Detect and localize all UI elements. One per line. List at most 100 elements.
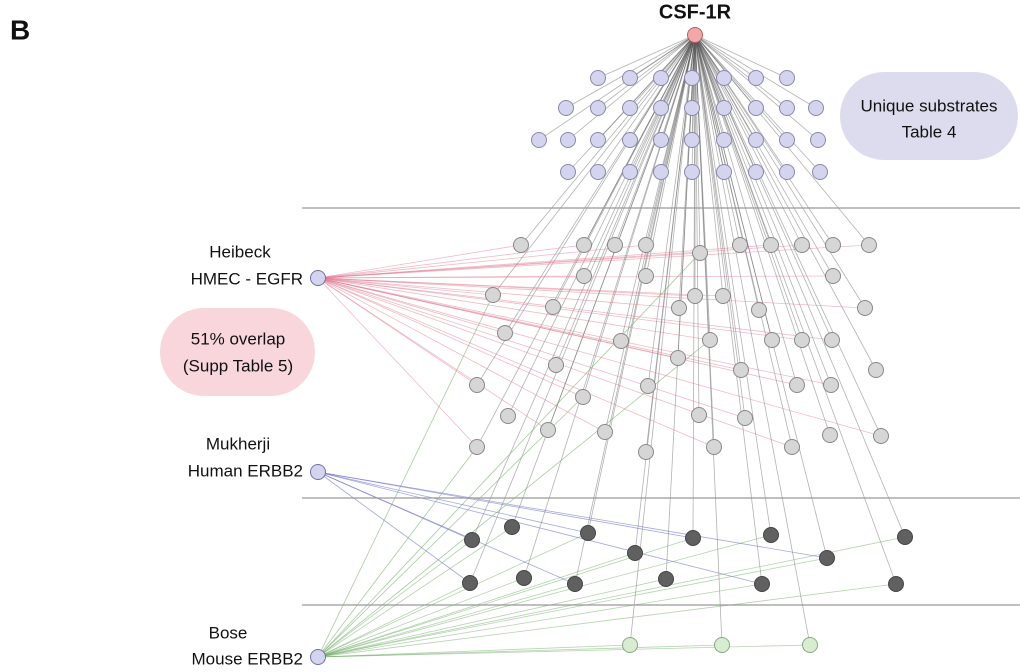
edge [660,34,696,79]
edge [694,34,803,341]
erbb2-node [464,532,480,548]
shared-node [825,237,841,253]
unique-node [684,132,700,148]
edge [317,277,746,419]
edge [694,34,725,109]
shared-node [763,237,779,253]
unique-node [748,164,764,180]
unique-node [779,70,795,86]
edge [694,34,831,436]
edge [317,277,715,448]
source-label: Heibeck [209,242,271,261]
shared-node [715,288,731,304]
unique-node [779,132,795,148]
source-node [310,464,326,480]
mouse-node [714,637,730,653]
edge [583,34,696,246]
shared-node [764,332,780,348]
unique-note: Unique substrates [860,96,997,115]
shared-node [670,350,686,366]
edge [645,34,696,246]
shared-node [823,377,839,393]
edge [317,526,513,658]
erbb2-node [516,570,532,586]
edge [317,277,478,448]
shared-node [597,424,613,440]
shared-node [825,268,841,284]
edge [574,34,696,585]
edge [317,471,589,534]
edge [317,277,866,309]
mouse-node [622,637,638,653]
edge [317,277,549,431]
edge [597,34,696,109]
edge [692,34,696,539]
unique-node [560,164,576,180]
edge [317,244,870,279]
edge [317,277,494,296]
unique-pill [840,72,1018,160]
unique-node [531,132,547,148]
unique-node [716,132,732,148]
edge [317,583,897,658]
source-label: HMEC - EGFR [191,269,303,288]
source-node [310,270,326,286]
overlap-note: 51% overlap [191,329,286,348]
unique-node [622,164,638,180]
panel-label: B [10,14,30,45]
erbb2-node [685,530,701,546]
erbb2-node [504,519,520,535]
edge [547,34,696,431]
shared-node [485,287,501,303]
shared-node [638,444,654,460]
edge [317,277,724,297]
overlap-note: (Supp Table 5) [183,356,293,375]
overlap-pill [160,308,315,396]
erbb2-node [567,576,583,592]
edge [317,244,585,279]
shared-node [638,237,654,253]
target-label: CSF-1R [659,1,732,23]
shared-node [822,427,838,443]
source-node [310,649,326,665]
shared-node [671,300,687,316]
edge [694,34,788,109]
edge [511,34,696,528]
shared-node [497,325,513,341]
edge [317,277,742,371]
shared-node [857,300,873,316]
shared-node [751,302,767,318]
edge [317,277,832,386]
edge [476,34,696,386]
unique-note: Table 4 [902,122,957,141]
shared-node [640,378,656,394]
edge [694,34,906,538]
edge [587,34,696,534]
edge [317,446,478,658]
edge [317,277,833,341]
edge [597,34,696,173]
edge [317,275,834,279]
unique-node [812,164,828,180]
unique-node [560,132,576,148]
edge [694,34,828,559]
edge [620,34,696,342]
shared-node [638,268,654,284]
unique-node [590,132,606,148]
shared-node [513,237,529,253]
edge [520,34,696,246]
edge [317,471,828,559]
source-label: Human ERBB2 [188,461,303,480]
target-node [687,27,703,43]
edge [317,294,494,658]
edge [694,34,757,79]
edge [694,34,725,173]
edge [660,34,696,109]
edge [691,34,696,141]
edge [694,34,757,141]
unique-node [653,132,669,148]
edge [694,34,746,419]
edge [660,34,696,173]
unique-node [748,70,764,86]
edge [629,34,696,646]
